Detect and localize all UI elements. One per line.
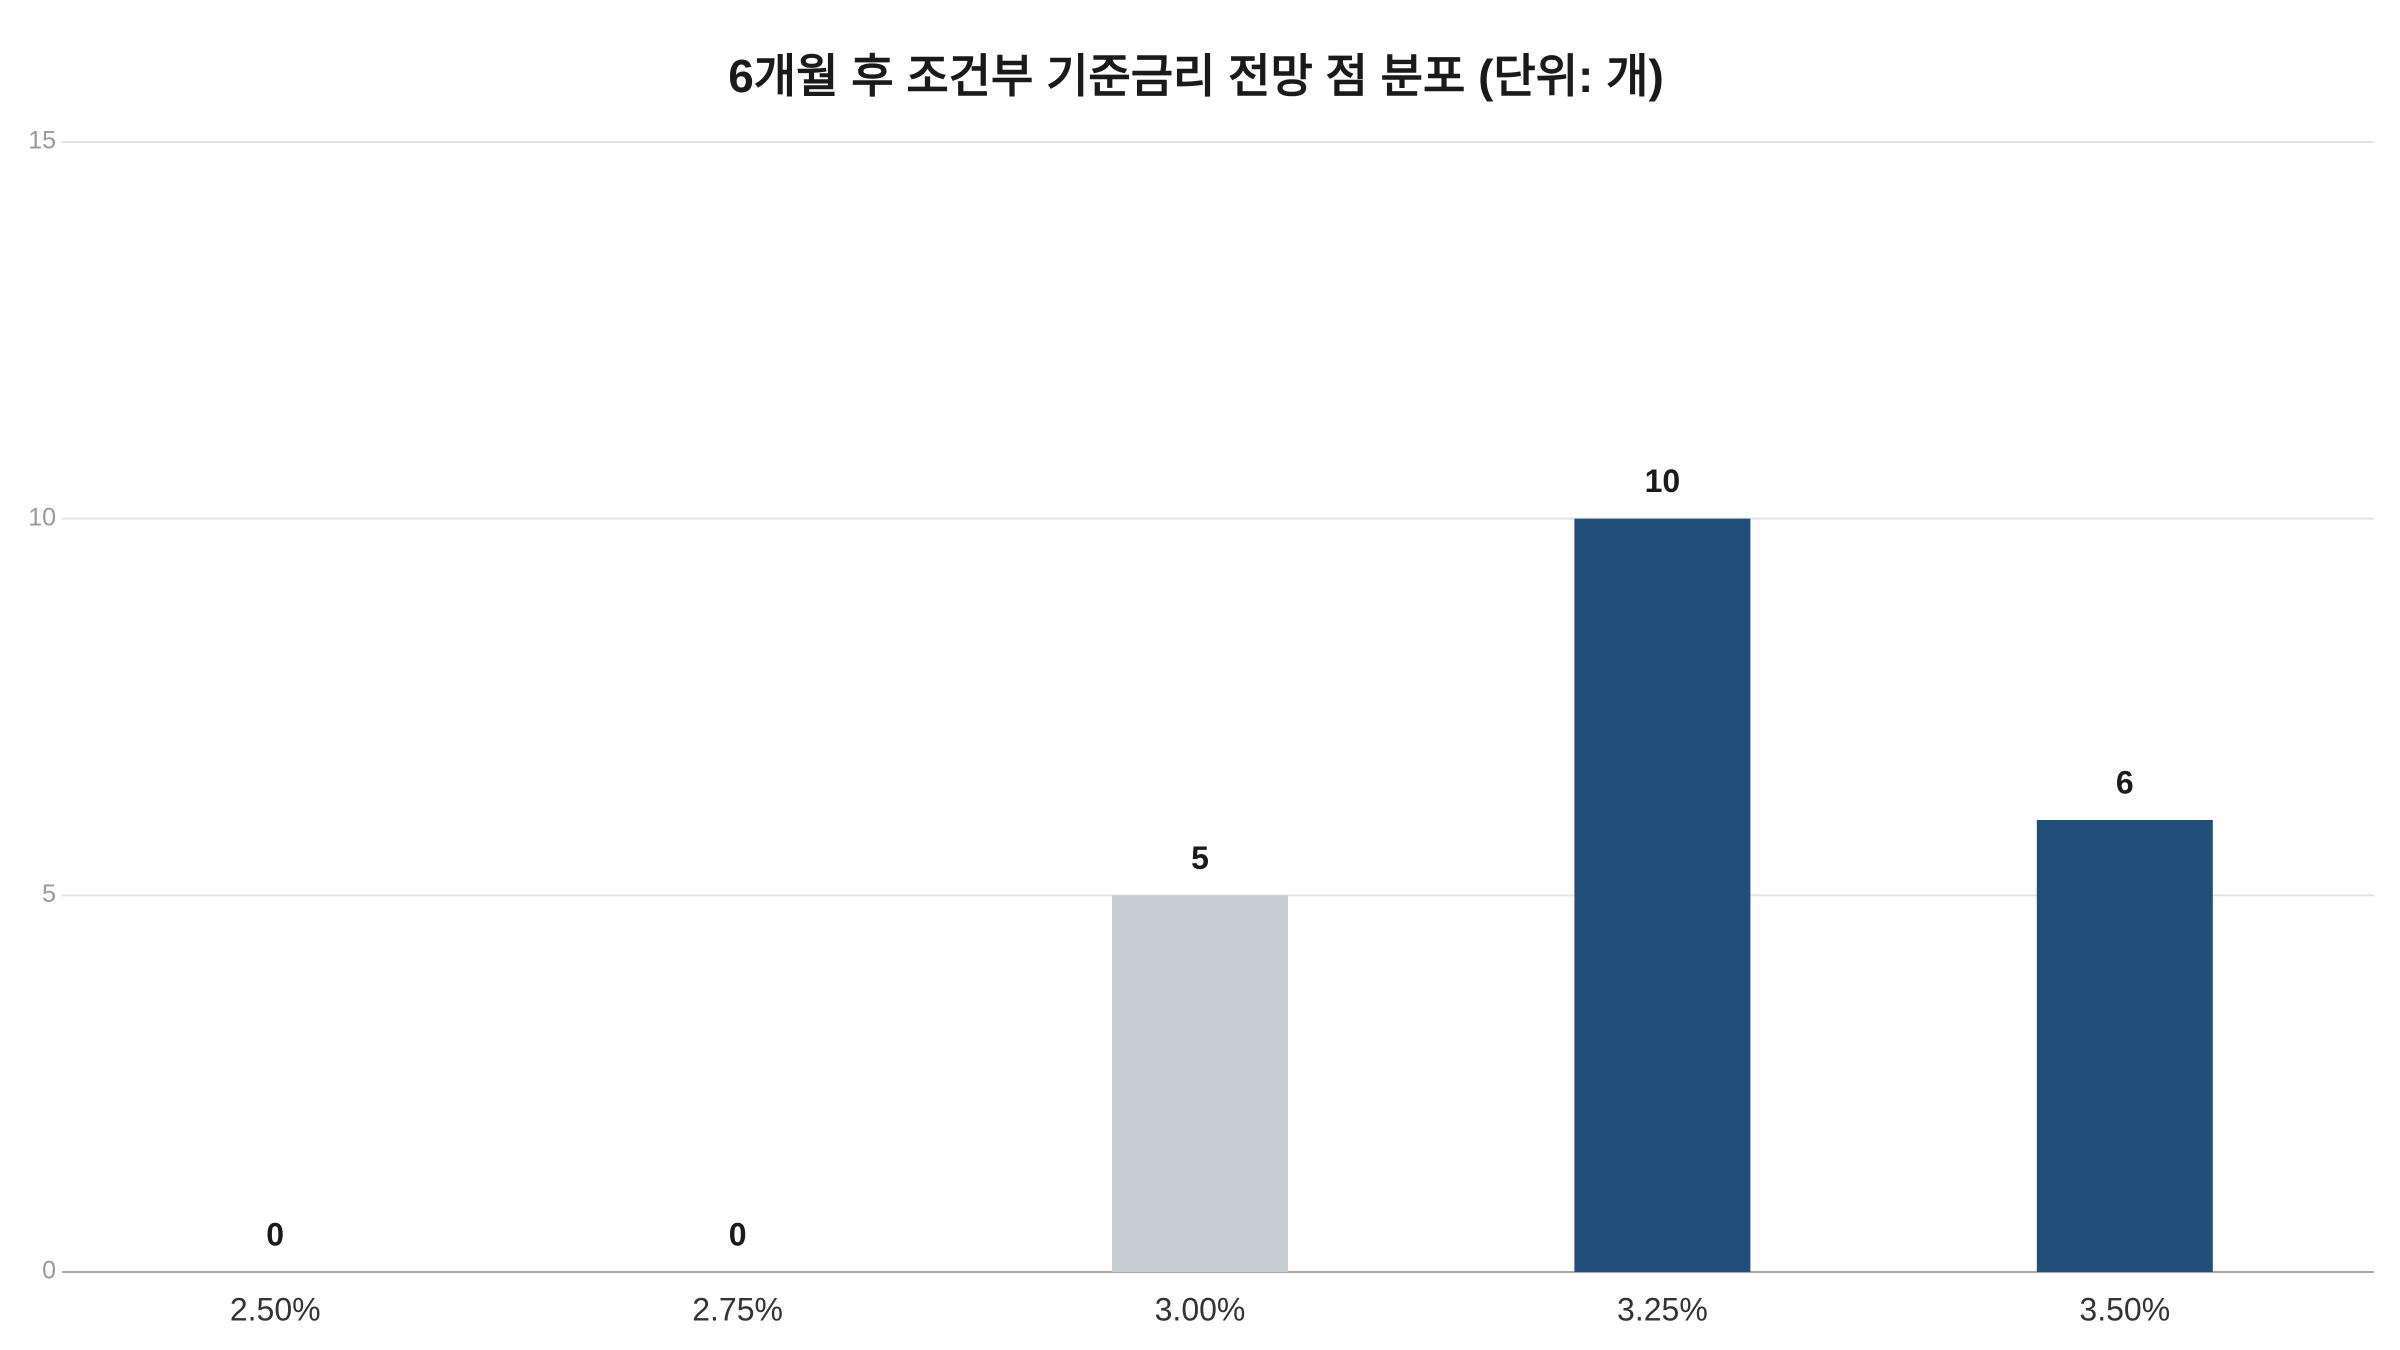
y-tick-label: 15: [28, 127, 56, 155]
value-label: 5: [1191, 840, 1209, 876]
y-tick-label: 0: [42, 1257, 56, 1285]
bar: [1112, 895, 1288, 1272]
x-tick-label: 2.75%: [692, 1291, 783, 1327]
y-tick-label: 5: [42, 880, 56, 908]
x-tick-label: 3.50%: [2079, 1291, 2170, 1327]
x-tick-label: 3.00%: [1155, 1291, 1246, 1327]
value-label: 0: [729, 1216, 747, 1252]
bar: [1574, 518, 1751, 1272]
value-label: 0: [266, 1216, 284, 1252]
value-label: 10: [1645, 463, 1681, 499]
x-tick-label: 2.50%: [230, 1291, 321, 1327]
chart-title: 6개월 후 조건부 기준금리 전망 점 분포 (단위: 개): [728, 50, 1664, 102]
value-label: 6: [2116, 764, 2134, 800]
bar: [2036, 820, 2213, 1272]
y-tick-label: 10: [28, 503, 56, 531]
x-tick-label: 3.25%: [1617, 1291, 1708, 1327]
